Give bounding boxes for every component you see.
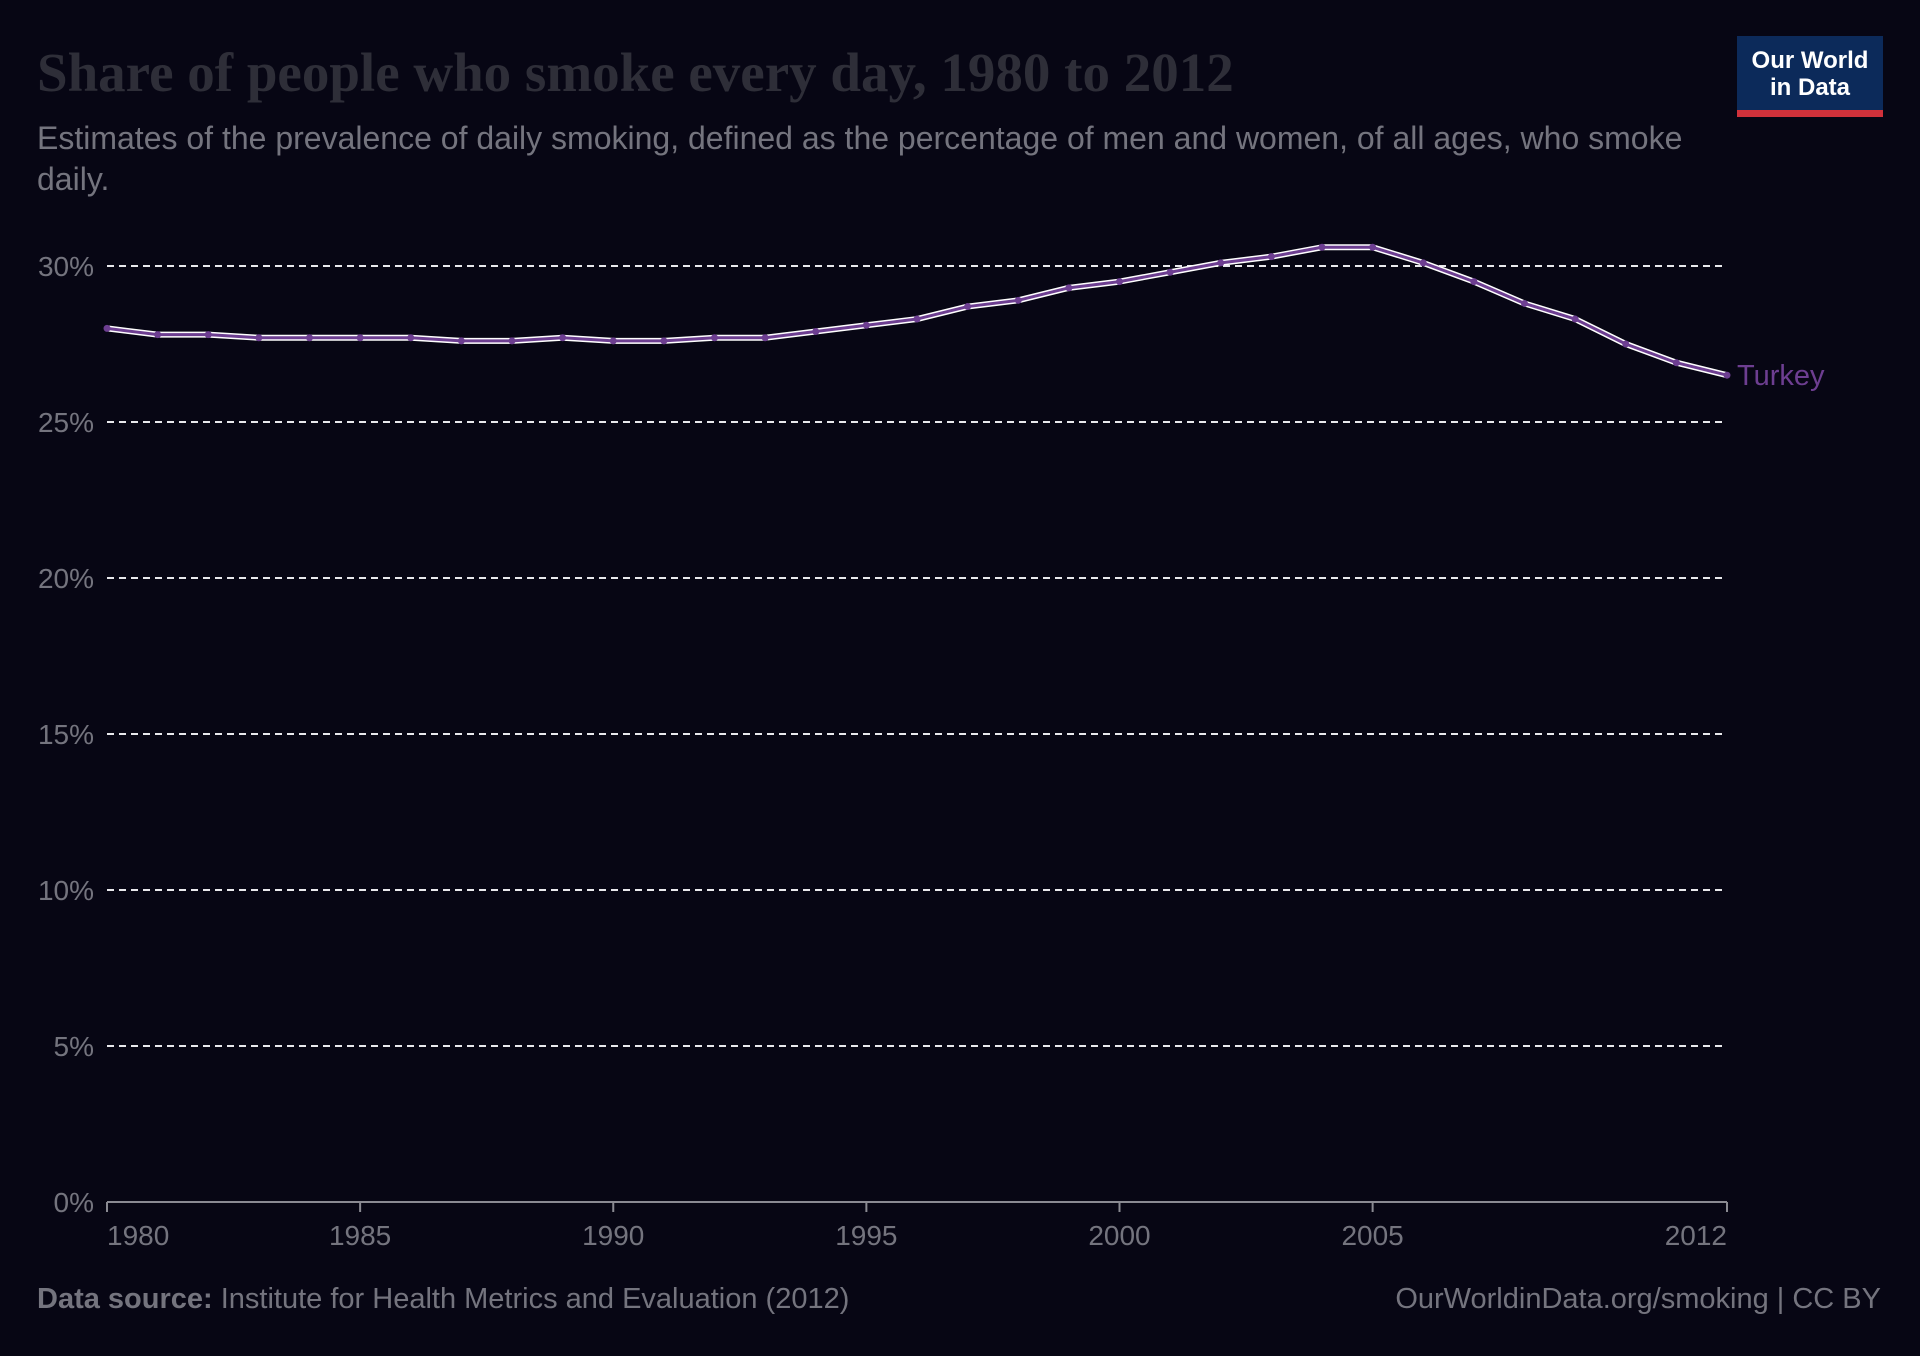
- data-point: [1723, 371, 1731, 379]
- chart-subtitle: Estimates of the prevalence of daily smo…: [37, 120, 1683, 197]
- data-point: [407, 334, 415, 342]
- data-point: [1267, 253, 1275, 261]
- x-tick-label: 2000: [1088, 1220, 1150, 1251]
- data-point: [103, 324, 111, 332]
- data-point: [204, 331, 212, 339]
- chart-title: Share of people who smoke every day, 198…: [37, 42, 1234, 103]
- data-source: Data source: Institute for Health Metric…: [37, 1281, 849, 1317]
- data-point: [255, 334, 263, 342]
- data-point: [457, 337, 465, 345]
- data-point: [1166, 268, 1174, 276]
- data-point: [559, 334, 567, 342]
- attribution-link[interactable]: OurWorldinData.org/smoking | CC BY: [1395, 1283, 1881, 1315]
- x-tick-label: 1990: [582, 1220, 644, 1251]
- data-source-text: Institute for Health Metrics and Evaluat…: [220, 1283, 850, 1315]
- data-point: [1672, 359, 1680, 367]
- data-point: [508, 337, 516, 345]
- data-source-label: Data source:: [37, 1283, 213, 1315]
- x-axis: 1980 1985 1990 1995 2000 2005 2012: [106, 1201, 1728, 1251]
- data-point: [1014, 296, 1022, 304]
- data-point: [812, 328, 820, 336]
- data-point: [1470, 278, 1478, 286]
- x-tick-label: 2005: [1341, 1220, 1403, 1251]
- data-point: [154, 331, 162, 339]
- data-point: [1116, 278, 1123, 286]
- data-point: [1571, 315, 1579, 323]
- data-point: [862, 321, 870, 329]
- y-tick-label: 30%: [38, 251, 94, 282]
- y-tick-label: 10%: [38, 875, 94, 906]
- data-point: [1419, 259, 1427, 267]
- data-point: [1369, 243, 1377, 251]
- data-point: [660, 337, 668, 345]
- data-point: [1521, 299, 1528, 307]
- x-tick-label: 1995: [835, 1220, 897, 1251]
- x-tick-label: 2012: [1665, 1220, 1727, 1251]
- data-point: [1217, 259, 1225, 267]
- series-label: Turkey: [1737, 360, 1825, 392]
- x-tick-label: 1980: [107, 1220, 169, 1251]
- data-point: [306, 334, 313, 342]
- data-point: [761, 334, 769, 342]
- y-tick-label: 15%: [38, 719, 94, 750]
- owid-logo[interactable]: Our World in Data: [1737, 36, 1883, 117]
- y-tick-label: 25%: [38, 407, 94, 438]
- y-tick-label: 5%: [54, 1031, 94, 1062]
- x-tick-label: 1985: [329, 1220, 391, 1251]
- data-point: [609, 337, 617, 345]
- data-point: [913, 315, 921, 323]
- data-point: [1622, 340, 1630, 348]
- logo-line-1: Our World: [1751, 47, 1869, 74]
- y-tick-label: 20%: [38, 563, 94, 594]
- y-gridlines: 0% 5% 10% 15% 20% 25% 30%: [38, 251, 1727, 1218]
- data-point: [964, 303, 972, 311]
- data-point: [1065, 284, 1073, 292]
- data-point: [1318, 243, 1326, 251]
- logo-line-2: in Data: [1769, 74, 1850, 101]
- data-point: [356, 334, 364, 342]
- series-layer: Turkey: [103, 243, 1825, 392]
- data-point: [711, 334, 718, 342]
- y-tick-label: 0%: [54, 1187, 94, 1218]
